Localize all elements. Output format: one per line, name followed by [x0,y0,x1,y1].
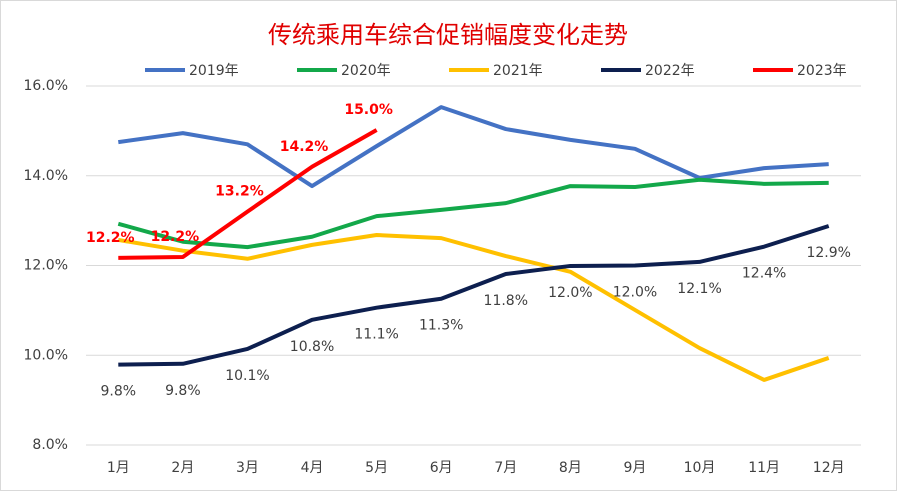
x-tick-label: 8月 [559,460,582,476]
data-label: 12.0% [613,285,657,301]
data-label: 12.2% [86,230,135,246]
series-line [117,232,830,382]
x-tick-label: 6月 [430,460,453,476]
legend-label: 2020年 [341,63,391,79]
x-tick-label: 11月 [748,460,780,476]
x-tick-label: 1月 [107,460,130,476]
x-tick-label: 3月 [236,460,259,476]
x-tick-label: 5月 [365,460,388,476]
data-label: 12.4% [742,266,786,282]
legend-label: 2021年 [493,63,543,79]
legend-label: 2023年 [797,63,847,79]
y-tick-label: 8.0% [32,437,68,453]
y-tick-label: 14.0% [24,168,68,184]
data-label: 15.0% [344,102,393,118]
data-label: 11.8% [484,293,528,309]
data-label: 14.2% [280,139,329,155]
x-tick-label: 12月 [813,460,845,476]
data-label: 12.9% [806,245,850,261]
data-label: 9.8% [101,384,137,400]
y-tick-label: 10.0% [24,347,68,363]
y-tick-label: 16.0% [24,78,68,94]
x-tick-label: 2月 [171,460,194,476]
y-tick-label: 12.0% [24,258,68,274]
x-tick-label: 7月 [494,460,517,476]
series-line [117,177,829,250]
chart-title: 传统乘用车综合促销幅度变化走势 [268,21,628,49]
data-label: 12.0% [548,285,592,301]
data-label: 9.8% [165,383,201,399]
series-line [118,105,829,189]
data-label: 10.8% [290,339,334,355]
x-tick-label: 4月 [301,460,324,476]
x-tick-label: 10月 [684,460,716,476]
series-line [118,224,830,367]
series-line [118,128,378,260]
data-label: 12.1% [677,281,721,297]
data-label: 13.2% [215,184,264,200]
data-label: 11.1% [354,327,398,343]
legend-label: 2022年 [645,63,695,79]
legend-label: 2019年 [189,63,239,79]
data-label: 12.2% [151,229,200,245]
data-label: 10.1% [225,368,269,384]
x-tick-label: 9月 [623,460,646,476]
data-label: 11.3% [419,318,463,334]
